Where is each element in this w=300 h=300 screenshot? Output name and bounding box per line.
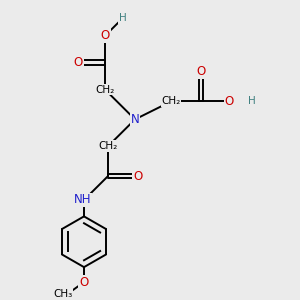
Text: H: H [248, 97, 256, 106]
Text: CH₃: CH₃ [53, 289, 73, 299]
Text: N: N [130, 113, 140, 126]
Text: CH₂: CH₂ [161, 97, 181, 106]
Text: O: O [80, 275, 88, 289]
Text: CH₂: CH₂ [98, 141, 118, 151]
Text: O: O [196, 65, 206, 78]
Text: O: O [225, 95, 234, 108]
Text: H: H [119, 13, 127, 23]
Text: O: O [100, 29, 109, 42]
Text: O: O [134, 169, 142, 183]
Text: NH: NH [74, 194, 91, 206]
Text: O: O [74, 56, 82, 69]
Text: CH₂: CH₂ [95, 85, 115, 94]
